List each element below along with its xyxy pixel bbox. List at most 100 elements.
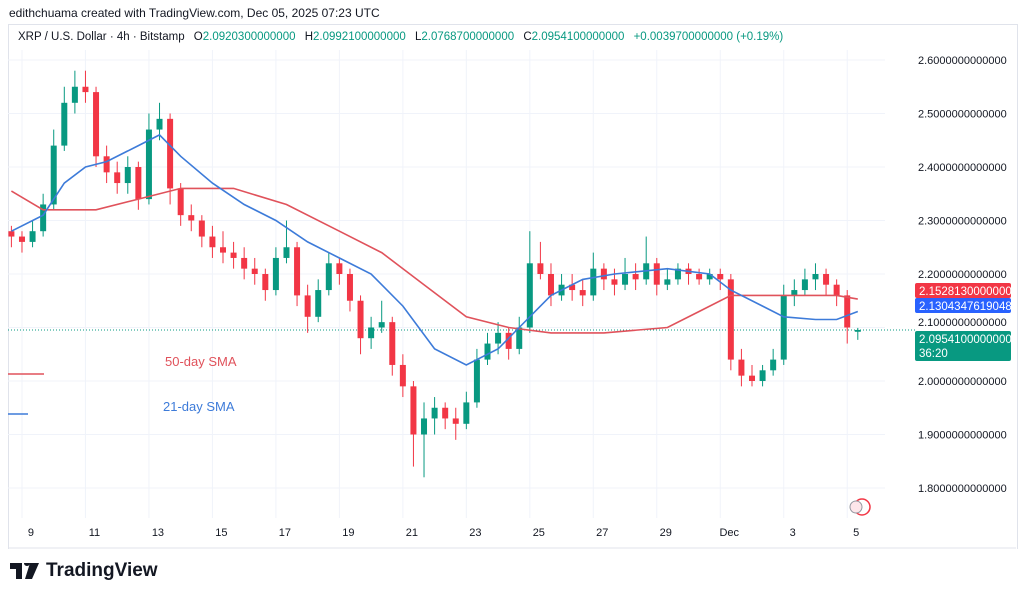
date-tick-label: 21 — [406, 527, 418, 539]
candle-up — [272, 257, 279, 291]
candle-down — [727, 279, 734, 360]
candle-down — [844, 295, 851, 328]
candle-down — [103, 156, 110, 173]
event-marker-icon — [849, 500, 863, 514]
date-tick-label: 23 — [469, 527, 481, 539]
candle-down — [505, 332, 512, 349]
symbol-label[interactable]: XRP / U.S. Dollar · 4h · Bitstamp — [18, 31, 185, 43]
candle-up — [622, 274, 629, 285]
price-tick-label: 1.9000000000000 — [918, 430, 1007, 442]
candle-up — [50, 145, 57, 205]
candle-down — [611, 279, 618, 285]
close-value: 2.0954100000000 — [531, 31, 625, 43]
sma-50-price-tag — [915, 283, 1011, 298]
sma-50-price-tag-text: 2.1528130000000 — [919, 286, 1012, 298]
candle-up — [791, 290, 798, 296]
candle-down — [336, 263, 343, 274]
candle-down — [717, 274, 724, 280]
candle-up — [526, 263, 533, 328]
open-value: 2.0920300000000 — [202, 31, 296, 43]
candle-down — [209, 236, 216, 248]
sma-21-price-tag — [915, 298, 1011, 313]
sma-50-label: 50-day SMA — [165, 354, 237, 369]
sma-21-label: 21-day SMA — [163, 399, 235, 414]
chart-frame — [8, 24, 1018, 549]
candle-down — [167, 118, 174, 189]
candle-down — [833, 284, 840, 296]
date-tick-label: 11 — [89, 527, 100, 539]
candle-up — [378, 322, 385, 328]
last-price-tag-text: 36:20 — [919, 348, 948, 360]
price-tick-label: 2.5000000000000 — [918, 109, 1007, 121]
price-tick-label: 2.3000000000000 — [918, 216, 1007, 228]
tradingview-logo-icon — [10, 563, 39, 579]
sma-21-line — [11, 133, 859, 366]
candle-down — [569, 284, 576, 291]
candle-up — [61, 102, 68, 146]
candle-down — [93, 92, 100, 157]
date-tick-label: 27 — [596, 527, 608, 539]
candle-down — [537, 263, 544, 274]
price-tick-label: 2.6000000000000 — [918, 55, 1007, 67]
candle-down — [547, 274, 554, 296]
candle-down — [600, 268, 607, 280]
candle-down — [251, 268, 258, 274]
candle-down — [653, 263, 660, 285]
price-tick-label: 1.8000000000000 — [918, 483, 1007, 495]
candle-up — [145, 129, 152, 200]
candle-up — [706, 274, 713, 280]
candle-up — [71, 86, 78, 103]
candle-down — [230, 252, 237, 258]
price-tick-label: 2.2000000000000 — [918, 269, 1007, 281]
candle-down — [738, 359, 745, 376]
open-label: O — [193, 31, 203, 43]
candle-up — [484, 343, 491, 360]
chart-credit: edithchuama created with TradingView.com… — [9, 6, 380, 20]
candle-up — [590, 268, 597, 296]
tradingview-logo: TradingView — [10, 560, 158, 582]
candle-up — [495, 332, 502, 344]
candle-up — [156, 118, 163, 130]
close-label: C — [523, 31, 532, 43]
candle-up — [325, 263, 332, 291]
candle-down — [399, 364, 406, 387]
sma-21-price-tag-text: 2.1304347619048 — [919, 301, 1012, 313]
candle-up — [463, 402, 470, 424]
candle-down — [452, 418, 459, 424]
date-tick-label: 29 — [660, 527, 672, 539]
candle-up — [516, 327, 523, 349]
candle-up — [431, 407, 438, 419]
candle-down — [304, 295, 311, 317]
candle-up — [759, 370, 766, 381]
candle-down — [442, 407, 449, 419]
brand-name: TradingView — [46, 560, 158, 581]
high-value: 2.0992100000000 — [313, 31, 406, 43]
change-value: +0.0039700000000 (+0.19%) — [633, 31, 784, 43]
date-tick-label: 17 — [279, 527, 291, 539]
candle-down — [389, 322, 396, 365]
candle-down — [262, 274, 269, 291]
candle-up — [315, 290, 322, 317]
price-tick-label: 2.0000000000000 — [918, 376, 1007, 388]
candle-down — [346, 274, 353, 301]
candle-up — [473, 359, 480, 403]
candle-up — [664, 279, 671, 285]
candle-up — [421, 418, 428, 435]
candle-up — [770, 359, 777, 371]
candle-down — [579, 290, 586, 296]
candle-down — [696, 274, 703, 280]
candle-down — [177, 188, 184, 216]
high-label: H — [304, 31, 314, 43]
low-label: L — [414, 31, 422, 43]
candlestick-chart[interactable]: 2.6000000000000 2.5000000000000 2.40000000… — [0, 0, 1024, 560]
price-tick-label: 2.1000000000000 — [918, 317, 1007, 329]
candle-down — [749, 375, 755, 381]
candle-up — [780, 295, 787, 360]
date-tick-label: 19 — [342, 527, 354, 539]
sma-50-line — [10, 187, 858, 334]
price-tick-label: 2.4000000000000 — [918, 162, 1007, 174]
candle-down — [135, 167, 142, 200]
date-tick-label: 15 — [215, 527, 227, 539]
candle-down — [410, 386, 417, 435]
candle-down — [357, 300, 364, 339]
